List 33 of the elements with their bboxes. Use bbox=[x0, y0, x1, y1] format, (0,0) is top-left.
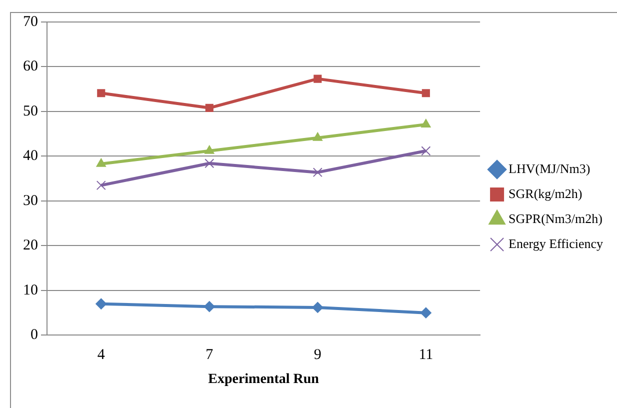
point bbox=[312, 302, 324, 313]
point bbox=[312, 132, 322, 141]
x-tick-label: 9 bbox=[314, 347, 322, 364]
point bbox=[204, 158, 214, 168]
point bbox=[96, 158, 106, 167]
point bbox=[312, 168, 322, 178]
y-tick-label: 0 bbox=[30, 327, 38, 344]
y-tick-label: 10 bbox=[23, 282, 38, 298]
point bbox=[420, 307, 432, 318]
x-axis-title: Experimental Run bbox=[208, 372, 320, 388]
point bbox=[422, 89, 430, 98]
point bbox=[97, 89, 106, 98]
x-tick-label: 7 bbox=[206, 347, 214, 364]
point bbox=[204, 145, 214, 154]
y-tick-label: 70 bbox=[23, 14, 38, 30]
y-tick-label: 20 bbox=[23, 238, 38, 254]
y-tick-label: 60 bbox=[23, 58, 38, 75]
x-tick-label: 4 bbox=[97, 347, 106, 364]
point bbox=[96, 180, 106, 190]
y-tick-label: 50 bbox=[23, 103, 38, 120]
legend-label: LHV(MJ/Nm3) bbox=[508, 160, 590, 176]
legend-label: Energy Efficiency bbox=[508, 236, 604, 251]
y-tick-label: 30 bbox=[23, 192, 38, 209]
legend-label: SGR(kg/m2h) bbox=[508, 186, 582, 201]
legend-label: SGPR(Nm3/m2h) bbox=[508, 210, 602, 226]
point bbox=[421, 146, 431, 156]
point bbox=[205, 104, 214, 112]
y-tick-label: 40 bbox=[23, 148, 38, 164]
point bbox=[421, 118, 431, 128]
point bbox=[204, 301, 215, 312]
point bbox=[96, 298, 107, 310]
x-tick-label: 11 bbox=[418, 347, 434, 364]
point bbox=[314, 74, 322, 83]
